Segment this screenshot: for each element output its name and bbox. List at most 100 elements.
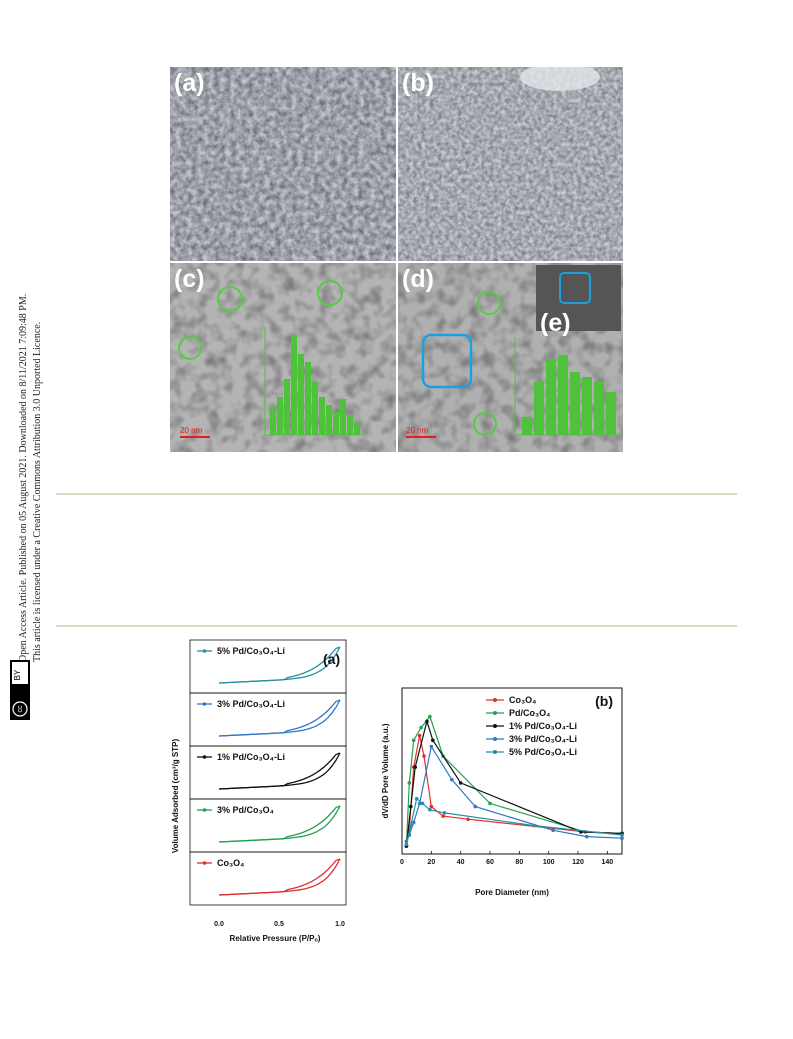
- section-divider-bottom: [56, 625, 737, 627]
- licence-line-1: Open Access Article. Published on 05 Aug…: [18, 293, 29, 662]
- pore-data-point: [409, 804, 413, 809]
- isotherm-legend-marker: [202, 861, 207, 865]
- pore-ylabel: dV/dD Pore Volume (a.u.): [381, 723, 390, 818]
- pore-legend-marker: [493, 698, 497, 702]
- pore-xtick-label: 60: [486, 859, 494, 866]
- pore-series-line: [405, 719, 623, 847]
- pore-legend-marker: [493, 724, 497, 728]
- pore-data-point: [466, 817, 470, 822]
- isotherm-desorption: [218, 752, 341, 790]
- pore-data-point: [419, 725, 423, 730]
- pore-xtick-label: 120: [572, 859, 584, 866]
- pore-series-line: [405, 797, 623, 845]
- panel-d-histogram: [514, 337, 620, 436]
- isotherm-desorption: [218, 699, 341, 737]
- isotherm-box: [189, 851, 347, 906]
- pore-xtick-label: 80: [515, 859, 523, 866]
- isotherm-desorption: [218, 646, 341, 684]
- panel-b-label: (b): [402, 69, 434, 97]
- pore-data-point: [431, 738, 435, 743]
- panel-d-label: (d): [402, 265, 434, 293]
- panel-e-label: (e): [540, 309, 571, 337]
- isotherm-legend-marker: [202, 808, 207, 812]
- pore-legend-marker: [493, 711, 497, 715]
- pore-data-point: [422, 754, 426, 758]
- panel-d-tem: (e) 20 nm (d): [398, 263, 623, 452]
- pore-legend-marker: [493, 750, 497, 754]
- panel-d-scale: 20 nm: [406, 426, 429, 435]
- isotherm-legend-marker: [202, 702, 207, 706]
- licence-line-2: This article is licensed under a Creativ…: [32, 321, 43, 662]
- isotherm-trace-label: 1% Pd/Co₃O₄-Li: [217, 752, 285, 762]
- isotherm-desorption: [218, 805, 341, 843]
- pore-data-point: [428, 807, 432, 812]
- isotherm-trace-label: 5% Pd/Co₃O₄-Li: [217, 646, 285, 656]
- panel-c-label: (c): [174, 265, 205, 293]
- pore-xtick-label: 20: [427, 859, 435, 866]
- isotherm-legend-marker: [202, 649, 207, 653]
- pore-data-point: [585, 834, 589, 839]
- pore-xtick-label: 140: [601, 859, 613, 866]
- pore-data-point: [411, 820, 416, 825]
- pore-data-point: [428, 714, 432, 719]
- isotherm-trace-label: 3% Pd/Co₃O₄-Li: [217, 699, 285, 709]
- pore-legend-label: 5% Pd/Co₃O₄-Li: [509, 747, 577, 757]
- pore-data-point: [404, 842, 409, 847]
- pore-xtick-label: 100: [543, 859, 555, 866]
- pore-data-point: [620, 836, 624, 840]
- pore-legend-label: 1% Pd/Co₃O₄-Li: [509, 721, 577, 731]
- pore-data-point: [551, 828, 555, 833]
- isotherm-ylabel: Volume Adsorbed (cm³/g STP): [171, 739, 180, 854]
- isotherm-trace-label: 3% Pd/Co₃O₄: [217, 805, 274, 815]
- isotherm-xtick-1: 0.5: [274, 921, 284, 928]
- pore-data-point: [409, 823, 413, 828]
- pore-xticks: 0 20 40 60 80 100 120 140: [400, 851, 613, 866]
- isotherm-xlabel: Relative Pressure (P/Pₒ): [230, 934, 321, 943]
- isotherm-desorption: [218, 858, 341, 896]
- pore-series-line: [405, 745, 623, 842]
- panel-e-inset: (e): [536, 265, 621, 337]
- section-divider-top: [56, 493, 737, 495]
- isotherm-panel-label: (a): [323, 651, 340, 667]
- pore-data-point: [532, 823, 536, 828]
- pore-data-point: [420, 801, 425, 806]
- pore-chart: 0 20 40 60 80 100 120 140 Co₃O₄ Pd/Co₃O₄ 1% Pd/Co…: [381, 687, 624, 897]
- pore-data-point: [442, 811, 447, 815]
- pore-data-point: [411, 738, 416, 743]
- pore-legend: Co₃O₄ Pd/Co₃O₄ 1% Pd/Co₃O₄-Li 3% Pd/Co₃O₄-L…: [486, 695, 577, 757]
- pore-legend-label: 3% Pd/Co₃O₄-Li: [509, 734, 577, 744]
- isotherm-xtick-0: 0.0: [214, 921, 224, 928]
- panel-c-scale: 20 nm: [180, 426, 203, 435]
- pore-data-point: [407, 781, 412, 785]
- pore-data-point: [473, 804, 478, 809]
- micrograph-figure: (a) (b) 20 nm: [170, 67, 623, 452]
- isotherm-panels: 5% Pd/Co₃O₄-Li 3% Pd/Co₃O₄-Li 1% Pd/Co₃O₄-…: [189, 639, 347, 906]
- pore-series: [404, 714, 624, 848]
- panel-c-histogram: [264, 327, 365, 436]
- licence-sidebar: Open Access Article. Published on 05 Aug…: [6, 192, 46, 662]
- pore-plot-frame: [401, 687, 623, 855]
- cc-label: cc: [17, 705, 24, 713]
- panel-c-tem: 20 nm (c): [170, 263, 396, 452]
- panel-b-sem: (b): [398, 67, 623, 261]
- isotherm-trace-label: Co₃O₄: [217, 858, 244, 868]
- pore-xtick-label: 40: [457, 859, 465, 866]
- pore-data-point: [429, 804, 434, 809]
- panel-a-sem: (a): [170, 67, 396, 261]
- pore-data-point: [441, 814, 445, 818]
- cc-by-badge[interactable]: BY cc: [10, 660, 30, 720]
- isotherm-xtick-2: 1.0: [335, 921, 345, 928]
- pore-data-point: [488, 801, 492, 806]
- pore-chart-title: (b): [595, 693, 613, 709]
- panel-a-label: (a): [174, 69, 205, 97]
- pore-data-point: [620, 833, 624, 837]
- isotherm-legend-marker: [202, 755, 207, 759]
- pore-data-point: [429, 744, 434, 749]
- pore-data-point: [425, 719, 429, 724]
- pore-legend-label: Co₃O₄: [509, 695, 536, 705]
- pore-data-point: [458, 781, 463, 785]
- by-label: BY: [13, 669, 22, 680]
- pore-legend-label: Pd/Co₃O₄: [509, 708, 550, 718]
- pore-data-point: [450, 777, 454, 782]
- pore-data-point: [413, 765, 417, 769]
